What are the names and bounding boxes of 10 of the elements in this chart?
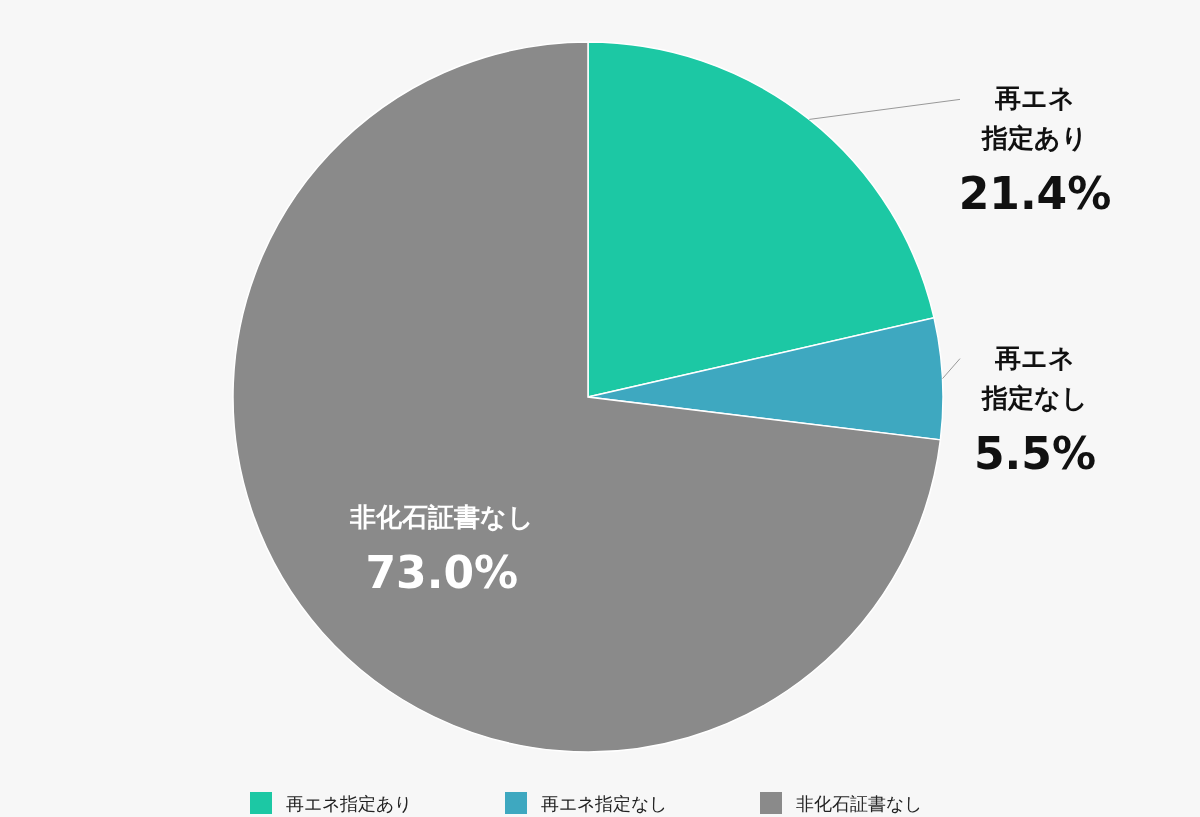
text: 再エネ指定あり [981,83,1088,154]
legend-label: 再エネ指定なし [541,793,667,814]
data-label: 73.0% [365,547,519,599]
text: 再エネ指定なし [981,342,1088,413]
legend-label: 再エネ指定あり [286,793,412,814]
pie-slice [232,41,942,753]
data-label: 5.5% [973,427,1097,479]
slice-label: 非化石証書なし [348,502,534,533]
legend-label: 非化石証書なし [796,793,922,814]
data-label: 21.4% [958,168,1112,220]
